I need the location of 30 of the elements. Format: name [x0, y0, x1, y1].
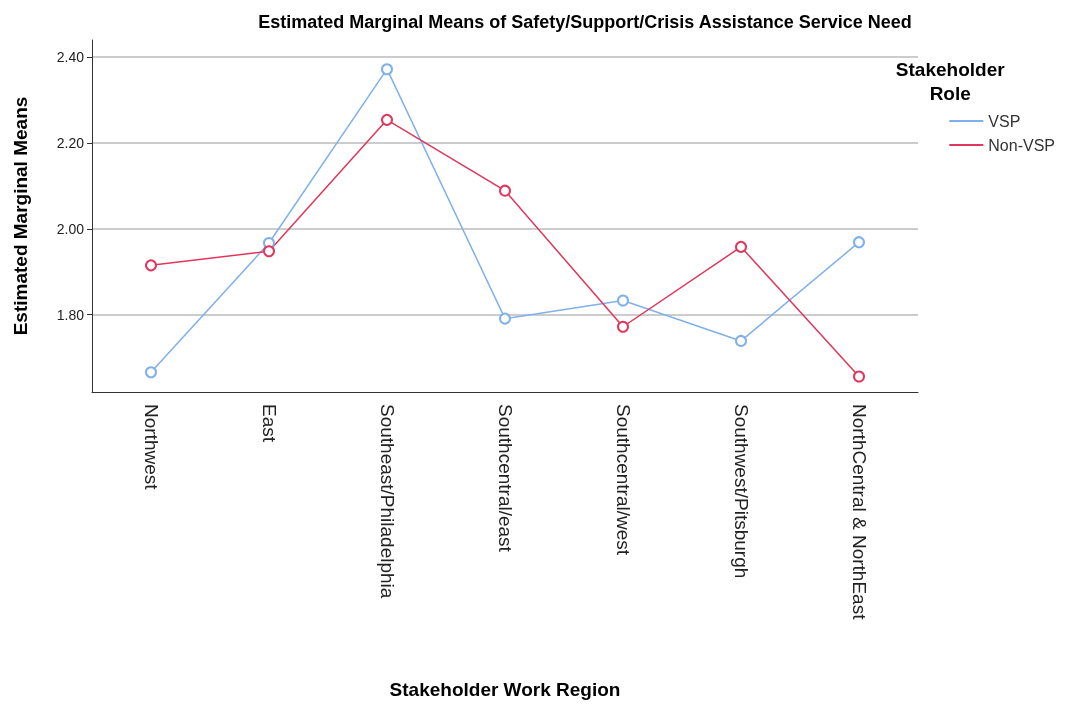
x-axis-title: Stakeholder Work Region [389, 679, 621, 700]
y-tick-label: 1.80 [56, 306, 85, 323]
chart-title: Estimated Marginal Means of Safety/Support/Crisis Assistance Service Need [258, 12, 912, 32]
point [853, 370, 865, 383]
x-tick-label: Northwest [140, 404, 162, 491]
point [735, 240, 747, 253]
x-tick-label: NorthCentral & NorthEast [848, 404, 870, 621]
point [499, 184, 511, 197]
y-axis-title: Estimated Marginal Means [10, 96, 31, 336]
y-tick-label: 2.40 [56, 49, 85, 66]
point [617, 320, 629, 333]
x-tick-label: Southcentral/east [494, 404, 516, 553]
point [145, 366, 157, 379]
legend-title: Stakeholder Role [895, 58, 1006, 104]
point [145, 259, 157, 272]
x-tick-label: East [258, 404, 280, 443]
y-tick-label: 2.00 [56, 220, 85, 237]
point [499, 312, 511, 325]
point [735, 334, 747, 347]
x-tick-label: Southwest/Pitsburgh [730, 404, 752, 579]
point [381, 63, 393, 76]
point [263, 245, 275, 258]
point [381, 113, 393, 126]
legend-label: VSP [988, 112, 1021, 130]
x-tick-label: Southeast/Philadelphia [376, 404, 398, 599]
point [617, 294, 629, 307]
point [853, 236, 865, 249]
y-tick-label: 2.20 [56, 135, 85, 152]
x-tick-label: Southcentral/west [612, 404, 634, 556]
legend-label: Non-VSP [988, 136, 1056, 154]
